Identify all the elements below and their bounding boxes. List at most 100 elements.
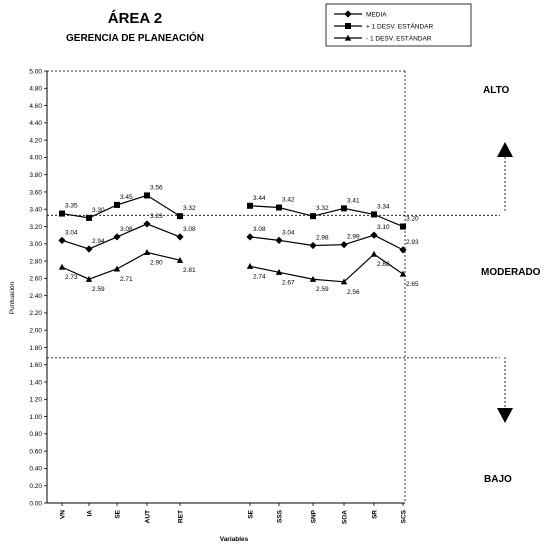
data-label: 2.90 (150, 259, 163, 266)
data-point-diamond (85, 245, 93, 253)
data-point-square (345, 23, 351, 29)
data-point-triangle (370, 250, 378, 257)
data-point-triangle (176, 256, 184, 263)
y-tick-label: 1.20 (29, 397, 42, 404)
data-label: 3.34 (377, 203, 390, 210)
y-tick-label: 3.80 (29, 172, 42, 179)
series-line (249, 253, 404, 283)
data-label: 3.23 (150, 213, 163, 220)
data-label: 2.99 (347, 234, 360, 241)
data-label: 3.45 (120, 194, 133, 201)
data-label: 2.98 (316, 235, 329, 242)
data-point-triangle (275, 268, 283, 275)
data-point-square (371, 211, 377, 218)
data-point-square (114, 201, 120, 208)
data-label: 2.71 (120, 276, 133, 283)
x-axis-label: Variables (220, 536, 249, 543)
data-point-diamond (340, 241, 348, 249)
y-tick-label: 2.00 (29, 328, 42, 335)
data-point-diamond (246, 233, 254, 241)
y-tick-label: 4.40 (29, 120, 42, 127)
x-tick-label: SR (372, 510, 379, 519)
y-tick-label: 0.40 (29, 466, 42, 473)
y-tick-label: 4.80 (29, 86, 42, 93)
series-layer: 3.04 2.94 3.08 3.23 3.08 3.08 3.04 2.98 2.99 3.10… (58, 184, 419, 296)
legend: MEDIA + 1 DESV. ESTÁNDAR - 1 DESV. ESTÁNDA… (325, 3, 472, 47)
data-label: 2.93 (406, 239, 419, 246)
threshold-lines (47, 214, 500, 359)
x-tick-label: SE (115, 509, 122, 518)
y-tick-label: 2.60 (29, 276, 42, 283)
series-triangle: 2.73 2.59 2.71 2.90 2.81 2.74 2.67 2.59 2.56 2.88… (58, 249, 419, 296)
data-label: 3.20 (406, 216, 419, 223)
arrow-up-icon (497, 142, 513, 157)
data-label: 3.44 (253, 195, 266, 202)
data-point-square (310, 213, 316, 220)
data-label: 3.32 (183, 205, 196, 212)
x-tick-label: RET (178, 510, 185, 523)
data-label: 2.65 (406, 281, 419, 288)
data-label: 2.81 (183, 267, 196, 274)
x-tick-label: SE (248, 509, 255, 518)
data-label: 3.41 (347, 197, 360, 204)
arrow-down-icon (497, 408, 513, 423)
data-point-square (59, 210, 65, 217)
data-point-diamond (176, 233, 184, 241)
data-point-square (86, 214, 92, 221)
x-tick-label: SOA (342, 510, 349, 524)
data-label: 2.88 (377, 261, 390, 268)
data-point-diamond (275, 236, 283, 244)
data-label: 3.08 (253, 226, 266, 233)
data-point-square (276, 204, 282, 211)
x-tick-label: AUT (145, 510, 152, 523)
data-label: 2.73 (65, 274, 78, 281)
y-tick-label: 3.00 (29, 241, 42, 248)
zone-label-moderado: MODERADO (481, 267, 541, 278)
data-label: 2.59 (316, 286, 329, 293)
data-point-square (400, 223, 406, 230)
y-tick-label: 3.40 (29, 207, 42, 214)
y-tick-label: 4.20 (29, 137, 42, 144)
y-tick-label: 0.80 (29, 431, 42, 438)
x-axis-ticks: VN IA SE AUT RET SE SSS SNP SOA SR SCS (60, 503, 408, 524)
x-tick-label: SCS (401, 509, 408, 523)
data-point-triangle (399, 270, 407, 277)
y-tick-label: 5.00 (29, 68, 42, 75)
data-point-diamond (370, 231, 378, 239)
y-tick-label: 2.40 (29, 293, 42, 300)
zone-label-alto: ALTO (483, 85, 510, 96)
data-label: 3.08 (183, 226, 196, 233)
data-point-triangle (344, 34, 352, 41)
data-label: 3.08 (120, 226, 133, 233)
y-tick-label: 1.00 (29, 414, 42, 421)
data-label: 2.59 (92, 286, 105, 293)
data-point-diamond (399, 246, 407, 254)
data-label: 3.35 (65, 203, 78, 210)
data-point-diamond (143, 220, 151, 228)
data-label: 3.42 (282, 197, 295, 204)
data-label: 2.74 (253, 273, 266, 280)
y-axis-ticks: 0.00 0.20 0.40 0.60 0.80 1.00 1.20 1.40 1.60 1.80… (29, 68, 47, 507)
data-point-triangle (58, 263, 66, 270)
y-tick-label: 2.20 (29, 310, 42, 317)
data-point-triangle (340, 278, 348, 285)
data-point-square (177, 213, 183, 220)
data-label: 3.04 (65, 229, 78, 236)
x-tick-label: SNP (311, 509, 318, 523)
data-label: 2.94 (92, 238, 105, 245)
x-tick-label: SSS (277, 509, 284, 523)
y-tick-label: 0.00 (29, 500, 42, 507)
zone-label-bajo: BAJO (484, 474, 512, 485)
zone-arrows (497, 142, 513, 423)
y-tick-label: 1.60 (29, 362, 42, 369)
series-line (249, 205, 404, 228)
data-point-square (144, 192, 150, 199)
y-tick-label: 3.20 (29, 224, 42, 231)
data-label: 3.04 (282, 229, 295, 236)
legend-label: + 1 DESV. ESTÁNDAR (366, 21, 433, 30)
y-tick-label: 0.60 (29, 448, 42, 455)
y-tick-label: 1.80 (29, 345, 42, 352)
y-tick-label: 4.60 (29, 103, 42, 110)
data-point-triangle (309, 275, 317, 282)
